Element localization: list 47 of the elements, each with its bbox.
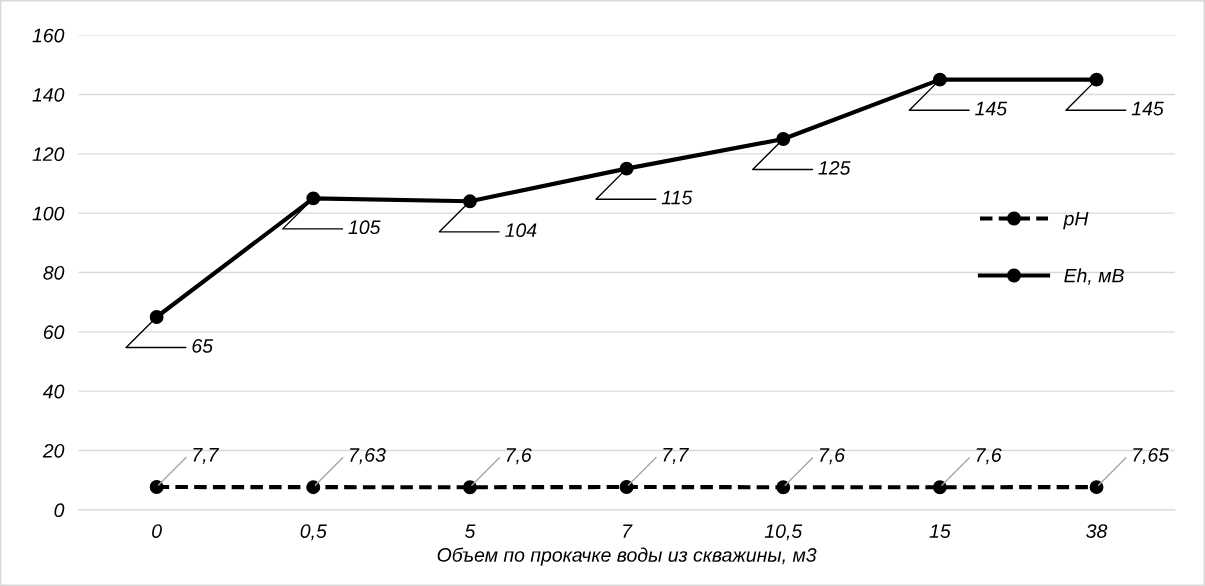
- y-tick-label: 160: [32, 28, 65, 43]
- y-tick-label: 40: [42, 384, 65, 399]
- data-label: 7,7: [193, 448, 219, 464]
- point: [776, 132, 791, 146]
- point: [306, 191, 321, 206]
- point: [149, 310, 164, 324]
- data-label: 125: [818, 161, 851, 175]
- data-label: 65: [192, 339, 214, 353]
- x-tick-label: 10,5: [764, 524, 803, 541]
- legend-label: pH: [1063, 211, 1089, 230]
- point: [306, 480, 321, 495]
- x-tick-label: 7: [623, 524, 633, 538]
- y-tick-label: 60: [43, 325, 65, 340]
- point: [776, 480, 791, 495]
- data-label: 104: [505, 223, 537, 238]
- x-tick-label: 5: [464, 524, 476, 538]
- data-label: 7,6: [976, 448, 1002, 465]
- y-tick-label: 0: [54, 503, 65, 518]
- y-tick-label: 140: [32, 87, 65, 102]
- point: [1089, 480, 1104, 495]
- data-label: 7,7: [663, 448, 689, 464]
- point: [1089, 72, 1104, 87]
- point: [463, 194, 477, 209]
- data-label: 105: [348, 220, 381, 235]
- y-tick-label: 120: [32, 147, 65, 162]
- point: [463, 480, 477, 495]
- point: [932, 72, 947, 87]
- x-tick-label: 0,5: [300, 524, 327, 541]
- point: [619, 480, 634, 494]
- point: [149, 480, 164, 494]
- legend-label: Eh, мВ: [1064, 268, 1124, 285]
- y-tick-label: 20: [42, 443, 65, 458]
- data-label: 7,6: [506, 448, 532, 465]
- data-label: 145: [1131, 101, 1164, 116]
- point: [619, 161, 634, 176]
- data-label: 7,65: [1133, 448, 1170, 465]
- x-tick-label: 38: [1086, 524, 1108, 538]
- x-axis-title: Объем по прокачке воды из скважины, м3: [437, 547, 817, 566]
- y-tick-label: 100: [32, 206, 65, 221]
- x-tick-label: 0: [152, 524, 162, 538]
- point: [932, 480, 947, 495]
- data-label: 115: [661, 190, 693, 205]
- x-tick-label: 15: [929, 524, 951, 538]
- data-label: 145: [975, 101, 1008, 116]
- y-tick-label: 80: [43, 265, 65, 280]
- data-label: 7,63: [350, 448, 386, 465]
- data-label: 7,6: [819, 448, 845, 465]
